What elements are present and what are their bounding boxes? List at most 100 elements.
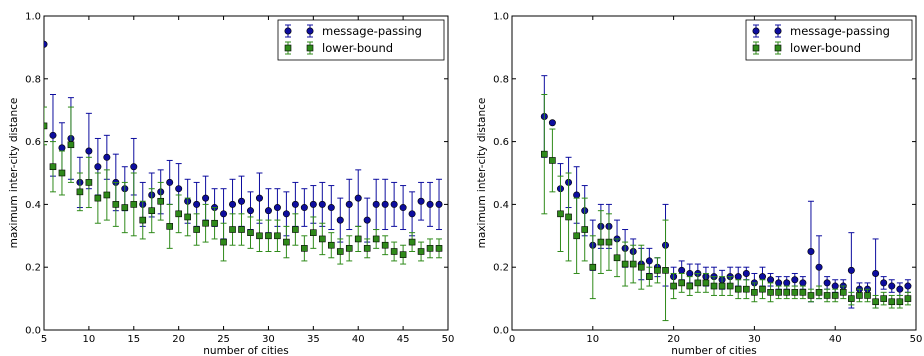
data-point bbox=[327, 204, 335, 212]
legend-box bbox=[745, 19, 913, 61]
data-point bbox=[300, 204, 308, 212]
data-point bbox=[678, 279, 685, 287]
data-point bbox=[363, 216, 371, 224]
legend-marker bbox=[752, 27, 760, 35]
series-lower-bound bbox=[44, 106, 443, 265]
data-point bbox=[678, 266, 686, 274]
legend-marker bbox=[774, 44, 782, 52]
data-point bbox=[229, 200, 237, 208]
data-point bbox=[548, 119, 556, 127]
data-point bbox=[734, 285, 742, 293]
data-point bbox=[872, 298, 879, 306]
data-point bbox=[282, 210, 290, 218]
data-point bbox=[336, 248, 344, 255]
data-point bbox=[309, 200, 317, 208]
x-tick-label: 0 bbox=[509, 334, 515, 345]
data-point bbox=[605, 238, 613, 246]
data-point bbox=[175, 185, 183, 193]
data-point bbox=[734, 273, 742, 281]
data-point bbox=[273, 204, 281, 212]
data-point bbox=[710, 282, 718, 290]
legend-marker bbox=[306, 44, 314, 52]
data-point bbox=[694, 279, 702, 287]
data-point bbox=[166, 178, 174, 186]
data-point bbox=[775, 279, 783, 287]
data-point bbox=[573, 232, 580, 240]
data-point bbox=[381, 200, 389, 208]
data-point bbox=[94, 163, 102, 171]
data-point bbox=[791, 276, 799, 284]
data-point bbox=[112, 201, 120, 208]
data-point bbox=[274, 232, 281, 240]
data-point bbox=[166, 223, 173, 230]
data-point bbox=[783, 289, 791, 296]
data-point bbox=[435, 245, 443, 252]
data-point bbox=[76, 188, 84, 196]
data-point bbox=[148, 207, 156, 214]
data-point bbox=[896, 298, 904, 306]
data-point bbox=[58, 144, 66, 152]
legend: message-passing lower-bound bbox=[277, 19, 445, 61]
data-point bbox=[686, 282, 694, 290]
data-point bbox=[220, 210, 228, 218]
data-point bbox=[408, 238, 416, 246]
legend-label: message-passing bbox=[790, 24, 890, 38]
data-point bbox=[856, 292, 863, 299]
data-point bbox=[264, 207, 272, 215]
data-point bbox=[565, 213, 572, 221]
data-point bbox=[94, 194, 102, 202]
data-point bbox=[629, 260, 637, 268]
data-point bbox=[229, 226, 236, 233]
data-point bbox=[399, 204, 407, 212]
data-point bbox=[372, 200, 380, 208]
series-message-passing bbox=[540, 75, 912, 309]
data-point bbox=[581, 226, 589, 233]
y-tick-label: 0.4 bbox=[25, 200, 41, 211]
data-point bbox=[202, 219, 209, 227]
data-point bbox=[896, 285, 904, 293]
data-point bbox=[718, 282, 726, 290]
data-point bbox=[767, 276, 775, 284]
y-tick-label: 0.0 bbox=[493, 326, 509, 337]
data-point bbox=[823, 279, 831, 287]
x-axis-label: number of cities bbox=[671, 345, 756, 356]
x-tick-label: 25 bbox=[217, 334, 230, 345]
data-point bbox=[255, 194, 263, 202]
data-point bbox=[549, 157, 556, 164]
data-point bbox=[557, 210, 564, 218]
data-point bbox=[103, 153, 111, 161]
chart-right: 0 10 20 30 40 50 0.0 0.2 0.4 0.6 0.8 1.0 number of c… bbox=[476, 12, 922, 356]
data-point bbox=[654, 267, 661, 274]
legend-box bbox=[277, 19, 445, 61]
data-point bbox=[103, 191, 111, 199]
x-tick-label: 40 bbox=[352, 334, 365, 345]
x-tick-label: 20 bbox=[172, 334, 185, 345]
data-point bbox=[44, 40, 48, 48]
x-tick-label: 30 bbox=[262, 334, 275, 345]
x-tick-label: 20 bbox=[667, 334, 680, 345]
legend-marker bbox=[774, 27, 782, 35]
data-point bbox=[399, 251, 407, 258]
y-axis-label: maximum inter-city distance bbox=[8, 98, 20, 249]
data-point bbox=[220, 238, 227, 246]
data-point bbox=[791, 289, 799, 296]
data-point bbox=[589, 263, 597, 271]
data-point bbox=[759, 285, 766, 293]
data-point bbox=[815, 263, 823, 271]
data-point bbox=[807, 292, 815, 299]
legend: message-passing lower-bound bbox=[745, 19, 913, 61]
data-point bbox=[211, 219, 218, 227]
data-point bbox=[283, 238, 290, 246]
data-point bbox=[381, 241, 389, 249]
data-point bbox=[743, 285, 750, 293]
data-point bbox=[645, 257, 653, 265]
data-point bbox=[67, 141, 75, 149]
data-point bbox=[904, 282, 912, 290]
data-point bbox=[758, 273, 766, 281]
plot-frame bbox=[511, 15, 917, 331]
data-point bbox=[662, 267, 669, 274]
data-point bbox=[815, 289, 823, 296]
x-axis-label: number of cities bbox=[203, 345, 288, 356]
x-tick-label: 50 bbox=[442, 334, 455, 345]
